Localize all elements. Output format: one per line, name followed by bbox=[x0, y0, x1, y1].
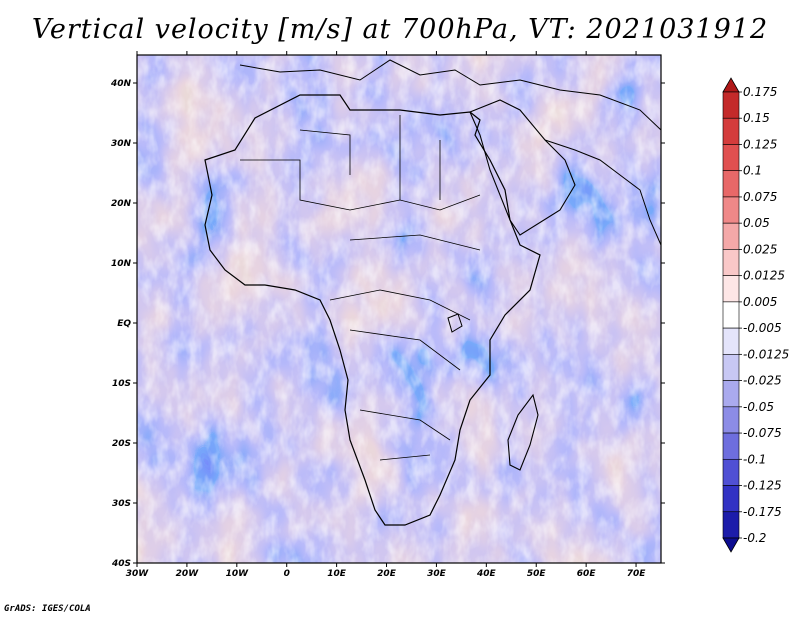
lat-tick-label: 20N bbox=[111, 199, 132, 209]
colorbar-label: 0.175 bbox=[743, 85, 777, 99]
lat-tick-label: 30S bbox=[112, 499, 131, 509]
lon-tick-label: 30E bbox=[427, 569, 447, 579]
colorbar-label: -0.175 bbox=[743, 505, 782, 519]
colorbar-swatch bbox=[722, 511, 740, 539]
lat-tick-label: 30N bbox=[111, 139, 132, 149]
grads-credit: GrADS: IGES/COLA bbox=[4, 604, 91, 614]
velocity-speckle-layer bbox=[137, 55, 661, 563]
lake-victoria bbox=[447, 313, 463, 333]
lon-tick-label: 10E bbox=[327, 569, 347, 579]
lat-tick-label: 10S bbox=[112, 379, 131, 389]
colorbar-swatch bbox=[722, 249, 740, 276]
colorbar: 0.175 0.15 0.125 0.1 0.075 0.05 0.025 0.0125 0.0… bbox=[722, 77, 789, 553]
country-borders bbox=[240, 115, 481, 461]
lon-tick-label: 10W bbox=[226, 569, 250, 579]
colorbar-label: -0.0125 bbox=[743, 347, 789, 361]
plot-frame bbox=[136, 54, 662, 564]
colorbar-label: 0.005 bbox=[743, 295, 777, 309]
colorbar-label: 0.15 bbox=[743, 111, 770, 125]
colorbar-label: -0.075 bbox=[743, 426, 782, 440]
lon-tick-label: 70E bbox=[627, 569, 647, 579]
colorbar-swatch bbox=[722, 354, 740, 381]
madagascar-coastline bbox=[507, 393, 539, 471]
colorbar-label: -0.2 bbox=[743, 531, 766, 545]
lon-tick-label: 50E bbox=[527, 569, 547, 579]
colorbar-swatch bbox=[722, 275, 740, 303]
map-title: Vertical velocity [m/s] at 700hPa, VT: 2… bbox=[31, 14, 769, 45]
colorbar-swatch bbox=[722, 327, 740, 355]
lat-tick-label: 20S bbox=[112, 439, 131, 449]
lat-tick-label: 40S bbox=[111, 559, 131, 569]
colorbar-label: 0.075 bbox=[743, 190, 777, 204]
colorbar-swatch bbox=[722, 117, 740, 145]
colorbar-label: 0.05 bbox=[743, 216, 770, 230]
longitude-axis: 30W 20W 10W 0 10E 20E 30E 40E 50E 60E 70E bbox=[126, 51, 646, 579]
colorbar-label: 0.125 bbox=[743, 137, 777, 151]
colorbar-swatch bbox=[722, 170, 740, 198]
colorbar-label: -0.125 bbox=[743, 479, 782, 493]
colorbar-swatch bbox=[722, 91, 740, 119]
colorbar-swatch bbox=[722, 144, 740, 172]
lat-tick-label: 10N bbox=[111, 259, 132, 269]
colorbar-label: -0.1 bbox=[743, 452, 766, 466]
colorbar-label: 0.1 bbox=[743, 164, 762, 178]
asia-coastline bbox=[544, 139, 661, 246]
colorbar-bottom-arrow bbox=[722, 537, 740, 553]
lon-tick-label: 20E bbox=[377, 569, 397, 579]
europe-coastline bbox=[239, 59, 661, 131]
colorbar-swatch bbox=[722, 196, 740, 224]
lon-tick-label: 0 bbox=[284, 569, 290, 579]
colorbar-swatch bbox=[722, 458, 740, 486]
colorbar-label: 0.0125 bbox=[743, 269, 785, 283]
colorbar-label: -0.025 bbox=[743, 374, 782, 388]
colorbar-swatch bbox=[722, 406, 740, 434]
lon-tick-label: 20W bbox=[176, 569, 200, 579]
colorbar-swatch bbox=[722, 380, 740, 408]
colorbar-swatch bbox=[722, 485, 740, 513]
colorbar-swatch bbox=[722, 432, 740, 460]
colorbar-swatch bbox=[722, 222, 740, 250]
arabia-coastline bbox=[469, 99, 576, 236]
colorbar-label: -0.05 bbox=[743, 400, 774, 414]
colorbar-swatch bbox=[722, 301, 740, 329]
colorbar-label: 0.025 bbox=[743, 242, 777, 256]
lat-tick-label: 40N bbox=[110, 79, 132, 89]
lon-tick-label: 30W bbox=[126, 569, 150, 579]
colorbar-top-arrow bbox=[722, 77, 740, 93]
latitude-axis: 40N 30N 20N 10N EQ 10S 20S 30S 40S bbox=[110, 79, 665, 569]
lon-tick-label: 40E bbox=[476, 569, 497, 579]
lat-tick-label: EQ bbox=[117, 319, 131, 329]
africa-coastline bbox=[204, 94, 541, 526]
colorbar-label: -0.005 bbox=[743, 321, 782, 335]
lon-tick-label: 60E bbox=[577, 569, 597, 579]
